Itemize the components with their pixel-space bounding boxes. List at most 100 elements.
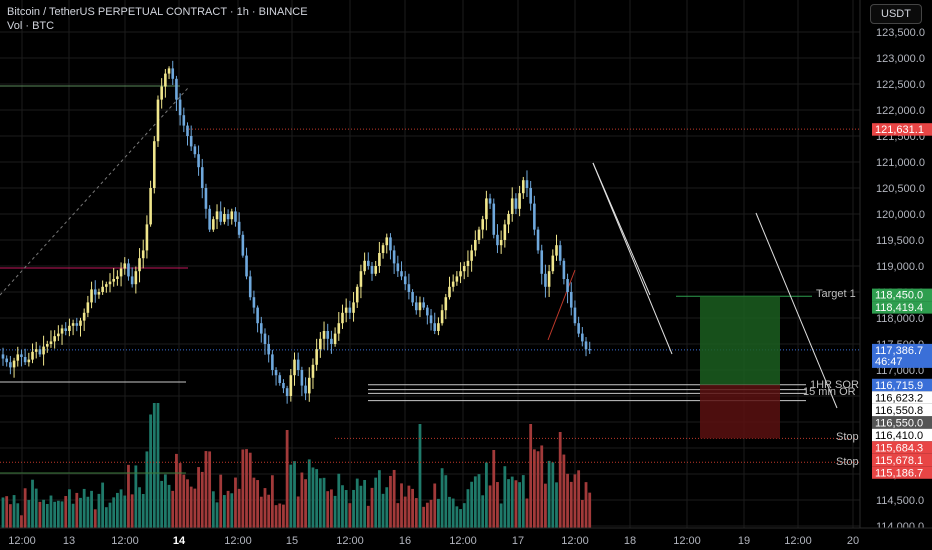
volume-bar (455, 506, 459, 528)
candle-body (20, 354, 23, 357)
candle-body (1, 354, 5, 359)
candle-body (400, 271, 403, 277)
candle-body (488, 198, 492, 204)
time-axis[interactable]: 12:00 13 12:00 14 12:00 15 12:00 16 12:00 17 12:00… (0, 527, 932, 550)
volume-bar (544, 483, 547, 528)
red-trendline (547, 269, 576, 341)
volume-bar (437, 498, 440, 528)
volume-bar (167, 484, 171, 528)
price-tick: 117,000.0 (876, 365, 924, 377)
price-tick: 119,500.0 (876, 235, 924, 247)
price-label-bg (872, 378, 932, 392)
price-label-bg (872, 403, 932, 417)
volume-bar (451, 498, 455, 528)
candle-body (204, 188, 208, 209)
price-labels: 121,631.1118,450.0118,419.4116,715.9116,… (872, 123, 932, 479)
volume-bar (282, 504, 285, 528)
volume-bar (374, 477, 378, 528)
price-label: 118,450.0 (875, 290, 923, 302)
long-position-tool[interactable] (700, 296, 780, 439)
volume-bar (363, 479, 367, 528)
candle-body (138, 258, 141, 272)
candle-body (164, 73, 167, 87)
candle-body (12, 360, 16, 368)
candle-body (307, 377, 311, 394)
candle-body (71, 323, 75, 326)
volume-bar (223, 495, 226, 528)
price-tick: 118,000.0 (876, 313, 924, 325)
candle-body (38, 349, 42, 355)
volume-bar (366, 505, 370, 528)
time-tick: 12:00 (561, 535, 589, 547)
candle-body (485, 198, 488, 220)
candle-body (167, 68, 171, 74)
candle-body (285, 388, 289, 396)
volume-bar (584, 482, 588, 528)
candle-body (101, 286, 104, 292)
currency-button[interactable]: USDT (870, 4, 922, 24)
time-tick: 18 (624, 535, 636, 547)
candle-body (367, 260, 370, 266)
price-tick: 121,000.0 (876, 157, 925, 169)
volume-bar (344, 490, 348, 528)
time-tick: 12:00 (224, 535, 252, 547)
volume-bar (108, 502, 112, 528)
volume-bar (163, 474, 167, 528)
candle-body (540, 250, 544, 274)
volume-bar (521, 475, 525, 528)
candle-body (260, 323, 263, 334)
volume-bar (425, 502, 429, 528)
trend-drawings[interactable] (0, 87, 838, 409)
volume-bar (525, 498, 529, 528)
volume-bar (396, 503, 400, 528)
volume-bar (488, 485, 492, 528)
sor-label: 1HR SOR (810, 379, 859, 391)
price-label: 116,715.9 (875, 380, 923, 392)
volume-bar (263, 488, 267, 528)
price-label-bg (872, 466, 932, 479)
volume-bar (241, 449, 245, 528)
candle-body (230, 211, 234, 220)
volume-bar (433, 483, 437, 528)
volume-bar (496, 482, 499, 528)
volume-bar (547, 460, 551, 528)
time-tick: 12:00 (449, 535, 477, 547)
candle-body (16, 354, 20, 361)
volume-bar (385, 487, 389, 528)
volume-bar (555, 482, 558, 528)
candle-body (189, 136, 193, 147)
time-tick: 19 (738, 535, 750, 547)
price-tick: 122,500.0 (876, 79, 925, 91)
price-label-bg (872, 391, 932, 404)
candle-body (156, 99, 160, 142)
volume-bar (200, 471, 204, 528)
candle-body (525, 180, 529, 188)
volume-bar (304, 479, 307, 528)
volume-bar (285, 430, 289, 528)
volume-bar (149, 414, 152, 528)
candle-body (171, 68, 175, 79)
candle-body (474, 240, 477, 251)
volume-bar (123, 495, 127, 528)
time-tick: 12:00 (111, 535, 139, 547)
candle-body (34, 349, 38, 352)
volume-bar (197, 467, 200, 528)
time-tick: 15 (286, 535, 298, 547)
candle-body (289, 375, 293, 396)
volume-bar (296, 496, 300, 528)
candle-body (152, 141, 156, 188)
candle-body (105, 284, 108, 287)
candle-body (481, 219, 484, 230)
volume-bar (86, 496, 90, 528)
candle-body (252, 297, 256, 308)
candle-body (311, 364, 315, 378)
volume-bar (42, 499, 45, 528)
candle-body (418, 302, 422, 311)
candle-body (341, 312, 344, 324)
candle-body (145, 224, 149, 251)
candle-body (496, 234, 499, 246)
candle-body (581, 333, 584, 342)
bar-countdown: 46:47 (875, 356, 903, 368)
candle-body (215, 211, 219, 220)
